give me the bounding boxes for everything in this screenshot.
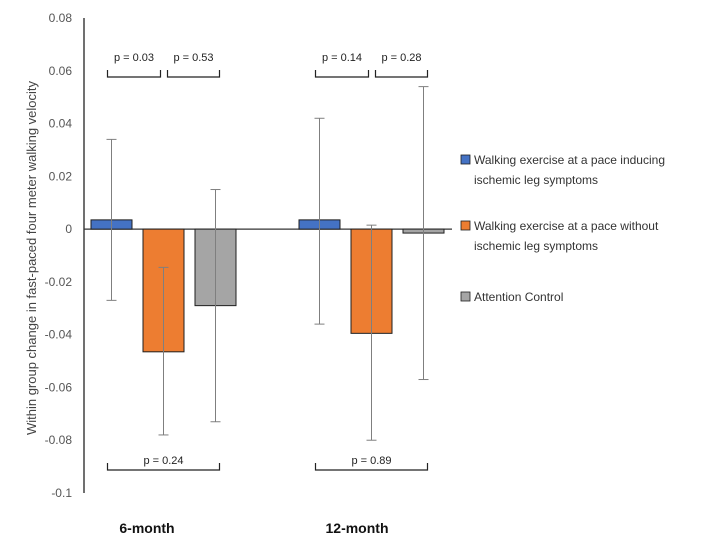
- legend-swatch: [460, 154, 471, 165]
- y-tick-label: -0.02: [45, 275, 73, 289]
- p-value-bracket: [106, 463, 221, 471]
- p-value-bracket: [314, 70, 370, 78]
- p-value-bracket: [374, 70, 429, 78]
- legend-item-3: Attention Control: [460, 290, 563, 304]
- y-axis-label: Within group change in fast-paced four m…: [24, 80, 39, 435]
- legend-label: ischemic leg symptoms: [474, 173, 598, 187]
- axes: [83, 18, 452, 493]
- p-value-label: p = 0.24: [143, 455, 183, 467]
- y-tick-label: 0.04: [49, 117, 73, 131]
- y-tick-label: 0.08: [49, 11, 73, 25]
- y-tick-label: -0.06: [45, 380, 73, 394]
- p-value-annotations: p = 0.03 p = 0.53 p = 0.14 p = 0.28 p = 0.24…: [106, 52, 429, 471]
- legend: Walking exercise at a pace inducing ische…: [460, 153, 665, 304]
- y-tick-label: -0.08: [45, 433, 73, 447]
- y-tick-label: -0.04: [45, 328, 73, 342]
- bars: [90, 219, 445, 353]
- y-axis-ticks: 0.08 0.06 0.04 0.02 0 -0.02 -0.04 -0.06 -0.08 -0.…: [45, 11, 73, 500]
- category-label-12-month: 12-month: [326, 520, 389, 536]
- legend-swatch: [460, 291, 471, 302]
- legend-swatch: [460, 220, 471, 231]
- y-tick-label: 0: [65, 222, 72, 236]
- p-value-label: p = 0.28: [381, 52, 421, 64]
- y-tick-label: 0.02: [49, 169, 73, 183]
- legend-label: Walking exercise at a pace inducing: [474, 153, 665, 167]
- category-labels: 6-month 12-month: [119, 520, 388, 536]
- p-value-bracket: [314, 463, 429, 471]
- legend-item-2: Walking exercise at a pace without ischem…: [460, 219, 659, 253]
- p-value-bracket: [166, 70, 221, 78]
- p-value-bracket: [106, 70, 162, 78]
- category-label-6-month: 6-month: [119, 520, 174, 536]
- p-value-label: p = 0.03: [114, 52, 154, 64]
- legend-item-1: Walking exercise at a pace inducing ische…: [460, 153, 665, 187]
- y-axis-label-group: Within group change in fast-paced four m…: [24, 80, 39, 435]
- p-value-label: p = 0.89: [351, 455, 391, 467]
- error-bars: [106, 86, 429, 441]
- p-value-label: p = 0.53: [173, 52, 213, 64]
- y-tick-label: -0.1: [51, 486, 72, 500]
- legend-label: Attention Control: [474, 290, 563, 304]
- y-tick-label: 0.06: [49, 64, 73, 78]
- legend-label: Walking exercise at a pace without: [474, 219, 659, 233]
- p-value-label: p = 0.14: [322, 52, 362, 64]
- legend-label: ischemic leg symptoms: [474, 239, 598, 253]
